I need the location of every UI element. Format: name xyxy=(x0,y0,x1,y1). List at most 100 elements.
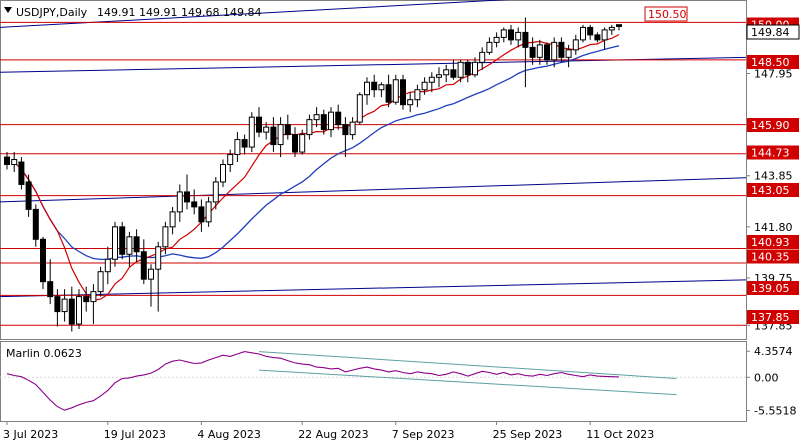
level-label-bg xyxy=(747,55,799,69)
level-label-bg xyxy=(747,118,799,132)
candle-body xyxy=(40,238,46,283)
candle xyxy=(400,74,406,110)
candle xyxy=(335,104,342,130)
candle xyxy=(558,37,565,63)
date-tick-label: 22 Aug 2023 xyxy=(298,428,368,441)
candle-body xyxy=(508,29,514,41)
current-price-label-bg xyxy=(746,24,800,40)
candle xyxy=(385,74,392,108)
candle-body xyxy=(104,258,111,273)
indicator-channel-lower xyxy=(258,369,677,396)
candle-body xyxy=(601,29,608,41)
candle-body xyxy=(385,84,392,103)
level-label-bg xyxy=(747,145,799,160)
candle xyxy=(54,289,61,327)
level-label-bg xyxy=(747,183,799,197)
candle-body xyxy=(299,134,306,153)
candle-body xyxy=(515,31,522,41)
candle-body xyxy=(47,281,54,298)
candle xyxy=(90,284,97,325)
candle-body xyxy=(227,154,234,166)
candle-body xyxy=(472,61,478,76)
date-tick-label: 3 Jul 2023 xyxy=(3,428,58,441)
candle-body xyxy=(241,139,248,148)
candle-body xyxy=(457,61,464,78)
candle xyxy=(407,92,414,113)
candle-body xyxy=(277,124,284,146)
candle-body xyxy=(198,206,205,223)
candle-body xyxy=(61,298,68,313)
candle xyxy=(608,24,615,35)
candle-body xyxy=(155,246,162,270)
candle xyxy=(493,32,500,48)
target-label-box xyxy=(644,6,688,22)
candle-body xyxy=(436,74,442,78)
candle-body xyxy=(162,226,169,248)
candle xyxy=(299,129,306,155)
candle-body xyxy=(184,191,190,203)
candle-body xyxy=(594,34,601,41)
candle xyxy=(572,34,579,55)
candle-body xyxy=(220,164,226,183)
marlin-line xyxy=(6,351,620,411)
trend-line xyxy=(0,0,510,28)
candle xyxy=(25,174,32,217)
candle-body xyxy=(544,44,550,61)
trend-lines xyxy=(0,0,747,298)
level-label: 137.85 xyxy=(751,311,790,324)
level-label-bg xyxy=(747,249,799,264)
candle-body xyxy=(234,139,241,156)
candle-body xyxy=(320,114,327,131)
candle xyxy=(464,59,471,83)
candle-body xyxy=(421,81,428,91)
candle xyxy=(486,37,493,55)
candle xyxy=(414,84,421,108)
candle xyxy=(551,37,558,68)
candle xyxy=(421,77,428,95)
candle-body xyxy=(284,124,291,136)
candle-body xyxy=(493,36,500,43)
candle-body xyxy=(97,271,104,293)
candle-body xyxy=(378,84,385,91)
collapse-triangle-icon[interactable] xyxy=(4,7,12,13)
candle xyxy=(320,109,327,135)
horizontal-levels xyxy=(0,21,746,326)
candle-body xyxy=(18,161,25,185)
indicator-name-label: Marlin 0.0623 xyxy=(6,347,82,360)
candle xyxy=(371,74,378,98)
candle xyxy=(32,204,39,247)
candle-body xyxy=(313,114,320,121)
candle-body xyxy=(407,99,414,106)
candle xyxy=(313,107,320,128)
candle-body xyxy=(536,44,543,58)
indicator-panel-border xyxy=(0,341,747,422)
candle-body xyxy=(119,226,126,255)
candle-body xyxy=(522,31,529,48)
candle xyxy=(97,266,104,297)
candle xyxy=(472,57,478,78)
candle-body xyxy=(349,121,356,136)
candle xyxy=(256,107,262,138)
candle-body xyxy=(248,116,255,148)
level-label: 139.05 xyxy=(751,282,790,295)
candle xyxy=(587,24,594,40)
candle-body xyxy=(292,134,298,153)
candle xyxy=(529,37,536,65)
ohlc-label: 149.91 149.91 149.68 149.84 xyxy=(97,6,261,19)
candle xyxy=(191,189,198,215)
level-label: 143.05 xyxy=(751,184,790,197)
candle-body xyxy=(306,119,313,136)
candle xyxy=(565,44,572,68)
candle xyxy=(443,64,450,83)
candle xyxy=(140,239,147,285)
candle xyxy=(342,117,349,158)
candle-body xyxy=(356,94,363,123)
date-tick-label: 25 Sep 2023 xyxy=(493,428,563,441)
level-label: 144.73 xyxy=(751,147,790,160)
candle xyxy=(479,47,486,70)
candle xyxy=(4,152,10,170)
candle xyxy=(184,174,190,210)
candle xyxy=(112,221,118,267)
